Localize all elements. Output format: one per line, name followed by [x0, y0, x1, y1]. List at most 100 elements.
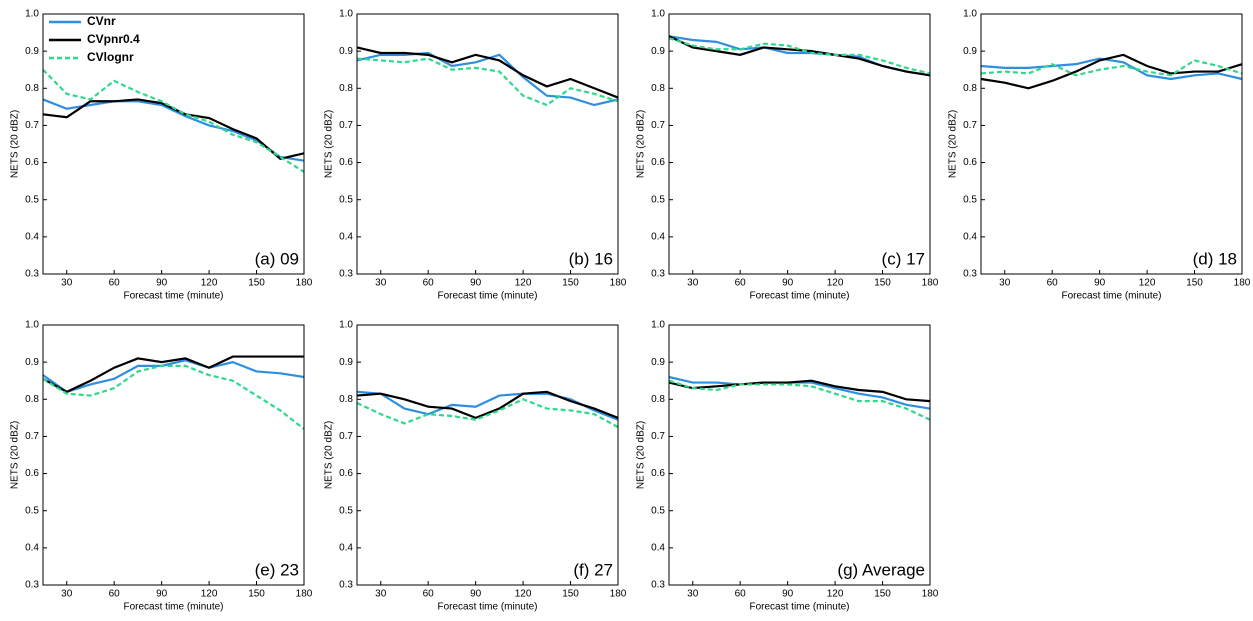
y-tick-label: 1.0 — [651, 9, 665, 20]
y-tick-label: 1.0 — [339, 320, 353, 331]
x-tick-label: 180 — [610, 589, 627, 600]
series-line — [668, 379, 931, 421]
series-line — [356, 390, 619, 421]
x-tick-label: 60 — [109, 278, 121, 289]
y-tick-label: 0.4 — [963, 231, 977, 242]
legend-text: CVlognr — [87, 50, 134, 64]
x-tick-label: 90 — [1094, 278, 1106, 289]
y-tick-label: 0.7 — [651, 431, 665, 442]
y-tick-label: 0.3 — [339, 269, 353, 280]
y-tick-label: 0.6 — [963, 157, 977, 168]
x-tick-label: 180 — [296, 589, 313, 600]
panel-label: (b) 16 — [569, 249, 613, 268]
series-line — [356, 398, 619, 429]
panel-label: (e) 23 — [255, 560, 299, 579]
y-tick-label: 0.3 — [651, 580, 665, 591]
x-tick-label: 150 — [562, 278, 579, 289]
legend-text: CVnr — [87, 14, 116, 28]
x-tick-label: 120 — [201, 589, 218, 600]
y-axis-label: NETS (20 dBZ) — [636, 421, 647, 489]
panel: 0.3 0.4 0.5 0.6 0.7 0.8 0.9 1.0 30 60 90 120 150 180 F… — [636, 9, 939, 302]
plot-frame — [42, 13, 305, 275]
x-tick-label: 60 — [1047, 278, 1059, 289]
y-tick-label: 0.4 — [339, 231, 353, 242]
series-line — [980, 57, 1243, 81]
y-tick-label: 0.9 — [25, 46, 39, 57]
panel-label: (f) 27 — [573, 560, 613, 579]
panel: 0.3 0.4 0.5 0.6 0.7 0.8 0.9 1.0 30 60 90 120 150 180 F… — [636, 320, 939, 613]
x-tick-label: 150 — [248, 278, 265, 289]
x-tick-label: 180 — [296, 278, 313, 289]
x-tick-label: 60 — [735, 589, 747, 600]
y-tick-label: 0.6 — [339, 468, 353, 479]
y-tick-label: 0.9 — [651, 46, 665, 57]
series-line — [980, 53, 1243, 90]
y-tick-label: 0.9 — [651, 357, 665, 368]
series-line — [42, 355, 304, 394]
y-axis-label: NETS (20 dBZ) — [10, 110, 21, 178]
x-tick-label: 30 — [61, 278, 73, 289]
x-tick-label: 30 — [375, 278, 387, 289]
y-axis-label: NETS (20 dBZ) — [10, 421, 21, 489]
y-tick-label: 1.0 — [963, 9, 977, 20]
x-tick-label: 90 — [156, 278, 168, 289]
plot-frame — [980, 13, 1243, 275]
x-axis-label: Forecast time (minute) — [123, 602, 223, 613]
x-tick-label: 90 — [782, 278, 794, 289]
y-tick-label: 0.8 — [339, 83, 353, 94]
y-tick-label: 0.4 — [651, 231, 665, 242]
y-tick-label: 0.7 — [25, 431, 39, 442]
series-line — [42, 68, 305, 173]
legend-text: CVpnr0.4 — [87, 32, 140, 46]
x-tick-label: 180 — [922, 278, 939, 289]
y-tick-label: 0.7 — [339, 120, 353, 131]
y-tick-label: 0.9 — [963, 46, 977, 57]
panel-label: (g) Average — [837, 560, 925, 579]
x-tick-label: 30 — [61, 589, 73, 600]
panel: 0.3 0.4 0.5 0.6 0.7 0.8 0.9 1.0 30 60 90 120 150 180 F… — [324, 9, 627, 302]
series-line — [668, 35, 931, 77]
x-axis-label: Forecast time (minute) — [1061, 291, 1161, 302]
panel-label: (a) 09 — [255, 249, 299, 268]
x-tick-label: 120 — [201, 278, 218, 289]
x-tick-label: 150 — [248, 589, 265, 600]
x-tick-label: 60 — [423, 589, 435, 600]
x-tick-label: 150 — [874, 278, 891, 289]
series-line — [668, 379, 931, 403]
y-tick-label: 0.3 — [25, 580, 39, 591]
y-tick-label: 0.6 — [651, 468, 665, 479]
x-tick-label: 30 — [375, 589, 387, 600]
y-tick-label: 0.4 — [651, 542, 665, 553]
y-tick-label: 0.8 — [25, 83, 39, 94]
y-tick-label: 0.7 — [651, 120, 665, 131]
y-tick-label: 0.9 — [339, 357, 353, 368]
series-line — [42, 364, 305, 430]
x-tick-label: 60 — [423, 278, 435, 289]
y-tick-label: 0.9 — [25, 357, 39, 368]
y-tick-label: 0.5 — [339, 505, 353, 516]
x-tick-label: 180 — [610, 278, 627, 289]
x-tick-label: 150 — [562, 589, 579, 600]
x-tick-label: 90 — [156, 589, 168, 600]
x-tick-label: 30 — [999, 278, 1011, 289]
y-tick-label: 0.5 — [25, 505, 39, 516]
x-tick-label: 120 — [827, 589, 844, 600]
x-tick-label: 150 — [874, 589, 891, 600]
y-tick-label: 0.3 — [651, 269, 665, 280]
series-line — [980, 59, 1243, 77]
series-line — [668, 37, 931, 75]
y-tick-label: 0.4 — [25, 542, 39, 553]
panel: 0.3 0.4 0.5 0.6 0.7 0.8 0.9 1.0 30 60 90 120 150 180 F… — [10, 320, 313, 613]
x-axis-label: Forecast time (minute) — [749, 602, 849, 613]
y-tick-label: 0.3 — [963, 269, 977, 280]
x-tick-label: 120 — [515, 278, 532, 289]
y-tick-label: 0.5 — [339, 194, 353, 205]
x-tick-label: 30 — [687, 589, 699, 600]
x-tick-label: 150 — [1186, 278, 1203, 289]
x-tick-label: 90 — [470, 278, 482, 289]
y-tick-label: 0.6 — [25, 468, 39, 479]
y-tick-label: 0.8 — [651, 83, 665, 94]
y-tick-label: 0.5 — [25, 194, 39, 205]
y-tick-label: 0.8 — [651, 394, 665, 405]
y-tick-label: 0.6 — [339, 157, 353, 168]
